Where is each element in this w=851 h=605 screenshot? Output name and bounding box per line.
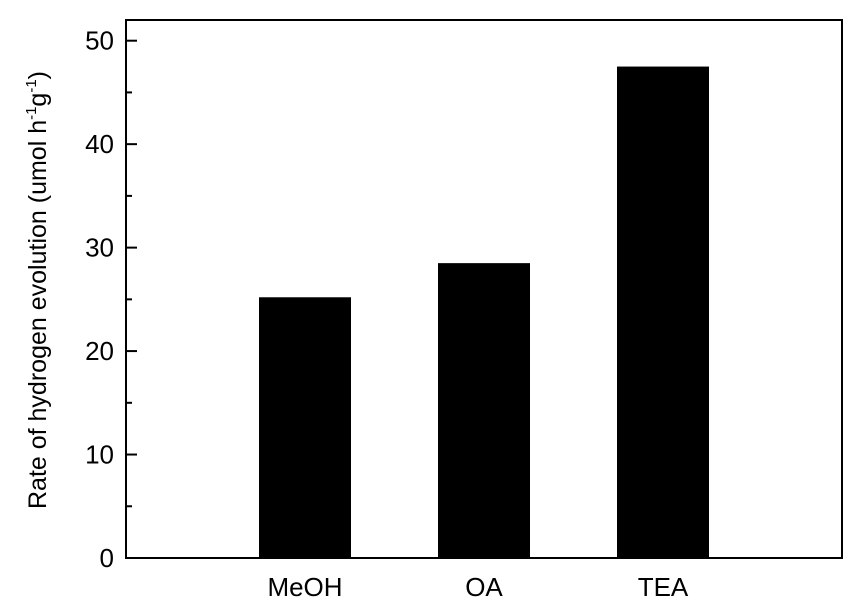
y-axis-title-g-exponent: -1: [23, 79, 40, 92]
y-tick-label: 40: [85, 129, 114, 159]
y-tick-label: 10: [85, 440, 114, 470]
y-tick-label: 20: [85, 336, 114, 366]
y-tick-label: 50: [85, 26, 114, 56]
y-tick-label: 0: [100, 543, 114, 573]
y-axis-title-h-exponent: -1: [23, 107, 40, 120]
y-axis-title-prefix: Rate of hydrogen evolution (umol h: [24, 120, 52, 509]
y-axis-title-g-unit: g: [24, 93, 52, 107]
bar-oa: [438, 263, 530, 558]
x-tick-label: MeOH: [267, 572, 342, 602]
x-axis-labels: MeOH OA TEA: [267, 572, 688, 602]
y-tick-label: 30: [85, 233, 114, 263]
x-tick-label: OA: [465, 572, 503, 602]
y-axis-ticks: 0 10 20 30 40 50: [85, 26, 137, 573]
bars: [259, 66, 709, 559]
x-tick-label: TEA: [638, 572, 689, 602]
bar-meoh: [259, 297, 351, 558]
y-axis-title: Rate of hydrogen evolution (umol h-1g-1): [23, 71, 52, 509]
bar-tea: [617, 66, 709, 559]
y-axis-title-suffix: ): [24, 71, 52, 79]
